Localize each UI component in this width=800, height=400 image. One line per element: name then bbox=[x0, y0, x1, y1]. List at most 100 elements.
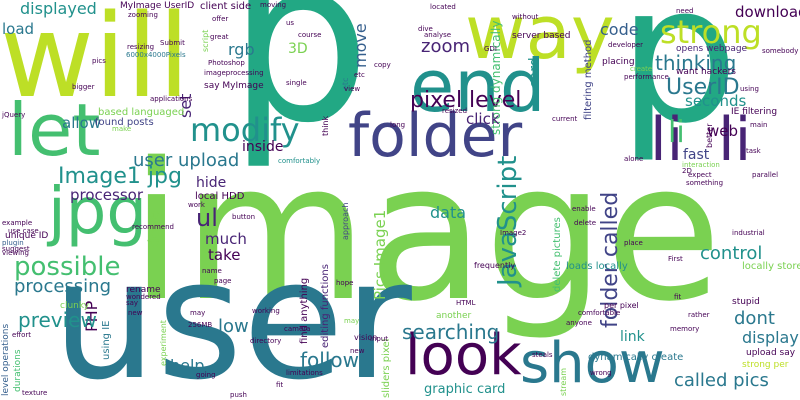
word-searching: searching bbox=[402, 320, 500, 344]
word-create: somebody bbox=[762, 47, 799, 55]
word-data: data bbox=[430, 203, 467, 222]
word-card: card bbox=[527, 57, 543, 88]
word-processing: processing bbox=[14, 276, 112, 297]
word-will: will bbox=[0, 0, 190, 124]
word-frequently: frequently bbox=[474, 261, 516, 270]
word-better: performance bbox=[624, 73, 669, 81]
word-ie-filtering: IE filtering bbox=[731, 107, 778, 117]
word-resized: long bbox=[390, 121, 406, 129]
word-256mb: 256MB bbox=[188, 321, 213, 329]
word-web: web bbox=[707, 122, 739, 140]
word-aim: input bbox=[370, 335, 389, 343]
word-based-languaged: based languaged bbox=[98, 107, 185, 118]
word-2d: alone bbox=[624, 155, 644, 163]
word-thinking: thinking bbox=[655, 51, 737, 75]
word-developer: without bbox=[512, 13, 539, 21]
word-clunky: effort bbox=[12, 331, 32, 339]
word-comfortably: think bbox=[321, 115, 330, 136]
word-filtering-method: filtering method bbox=[583, 39, 594, 120]
word-graphic-card: graphic card bbox=[424, 382, 506, 397]
word-li: li bbox=[650, 105, 684, 175]
word-great: bigger bbox=[72, 83, 95, 91]
word-dive: analyse bbox=[424, 31, 452, 39]
word-view: single bbox=[286, 79, 307, 87]
word-task: parallel bbox=[752, 171, 779, 179]
word-vision: hope bbox=[336, 279, 354, 287]
word-image2: Image2 bbox=[500, 229, 527, 237]
word-another: another bbox=[436, 311, 472, 321]
word-stream: rather bbox=[688, 311, 710, 319]
word-imageprocessing: imageprocessing bbox=[204, 69, 264, 77]
word-fit: fit bbox=[674, 293, 682, 301]
word-button: name bbox=[202, 267, 222, 275]
word-image1-jpg: Image1 jpg bbox=[58, 164, 182, 189]
word-copy: view bbox=[344, 85, 361, 93]
word-experiment: stream bbox=[559, 367, 568, 396]
word-jquery: jQuery bbox=[2, 111, 26, 119]
word-find-anything: find anything bbox=[299, 277, 310, 344]
word-rgb: rgb bbox=[228, 40, 255, 59]
word-input: vision bbox=[354, 333, 378, 342]
word-pixel-level: pixel level bbox=[410, 88, 522, 113]
word-performance: create bbox=[630, 65, 653, 73]
word-wondered: fit bbox=[276, 381, 284, 389]
word-p: p bbox=[618, 0, 739, 165]
word-texture: working bbox=[252, 307, 280, 315]
word-hide: hide bbox=[196, 175, 227, 191]
word-upload-multiple: level operations bbox=[1, 323, 11, 396]
word-comfortable: comfortable bbox=[578, 309, 621, 317]
word-link: link bbox=[620, 329, 645, 345]
word-first: place bbox=[624, 239, 643, 247]
word-rather: memory bbox=[670, 325, 700, 333]
word-new: new bbox=[350, 347, 365, 355]
word-76mb: resized bbox=[442, 107, 468, 115]
word-delete-pictures: delete pictures bbox=[552, 217, 563, 292]
word-hope: button bbox=[232, 213, 256, 221]
word-user-upload: user upload bbox=[133, 150, 240, 171]
word-plugin: viewing bbox=[2, 249, 29, 257]
word-may: may bbox=[344, 317, 360, 325]
word-script: zooming bbox=[128, 11, 158, 19]
word-working: camera bbox=[284, 325, 311, 333]
word-preview: preview bbox=[18, 308, 97, 332]
word-expect: something bbox=[686, 179, 724, 187]
word-without: GDI bbox=[484, 45, 497, 53]
word-course: script bbox=[201, 29, 210, 52]
word-main: main bbox=[750, 121, 768, 129]
word-give: recommend bbox=[132, 223, 174, 231]
word-user: user bbox=[52, 224, 412, 400]
word-strong: strong bbox=[660, 13, 762, 51]
word-recommend: work bbox=[188, 201, 205, 209]
word-processor: processor bbox=[70, 186, 143, 204]
word-control: control bbox=[700, 243, 763, 264]
word-dynamically-create: dynamically create bbox=[588, 352, 684, 363]
word-seconds: seconds bbox=[685, 92, 747, 110]
word-end: end bbox=[410, 44, 546, 128]
word-strong-per: strong per bbox=[742, 360, 789, 370]
word-need: developer bbox=[608, 41, 644, 49]
word-say: may bbox=[190, 309, 206, 317]
word-effort: texture bbox=[22, 389, 48, 397]
word-work: new bbox=[128, 309, 143, 317]
word-6000x4000pixels: 6000x4000Pixels bbox=[126, 51, 186, 59]
word-zoom: zoom bbox=[421, 36, 471, 57]
word-rename: rename bbox=[126, 285, 161, 295]
word-limitations: push bbox=[230, 391, 247, 399]
word-using-ie: using IE bbox=[101, 320, 112, 360]
word-example: use case bbox=[8, 227, 39, 235]
word-durations: suggest bbox=[2, 245, 30, 253]
word-allow: allow bbox=[62, 114, 101, 132]
word-display: display bbox=[742, 328, 799, 347]
word-suggest: plugin bbox=[2, 239, 24, 247]
word-show: show bbox=[520, 331, 665, 396]
word-unique-id: unique ID bbox=[5, 231, 49, 241]
word-click: click bbox=[466, 110, 500, 128]
word-want-hackers: want hackers bbox=[676, 67, 736, 77]
word-think: approach bbox=[341, 202, 350, 240]
word-image: image bbox=[130, 122, 722, 343]
word-industrial: industrial bbox=[732, 229, 765, 237]
word-applications: make bbox=[112, 125, 132, 133]
word-way: way bbox=[465, 0, 615, 76]
